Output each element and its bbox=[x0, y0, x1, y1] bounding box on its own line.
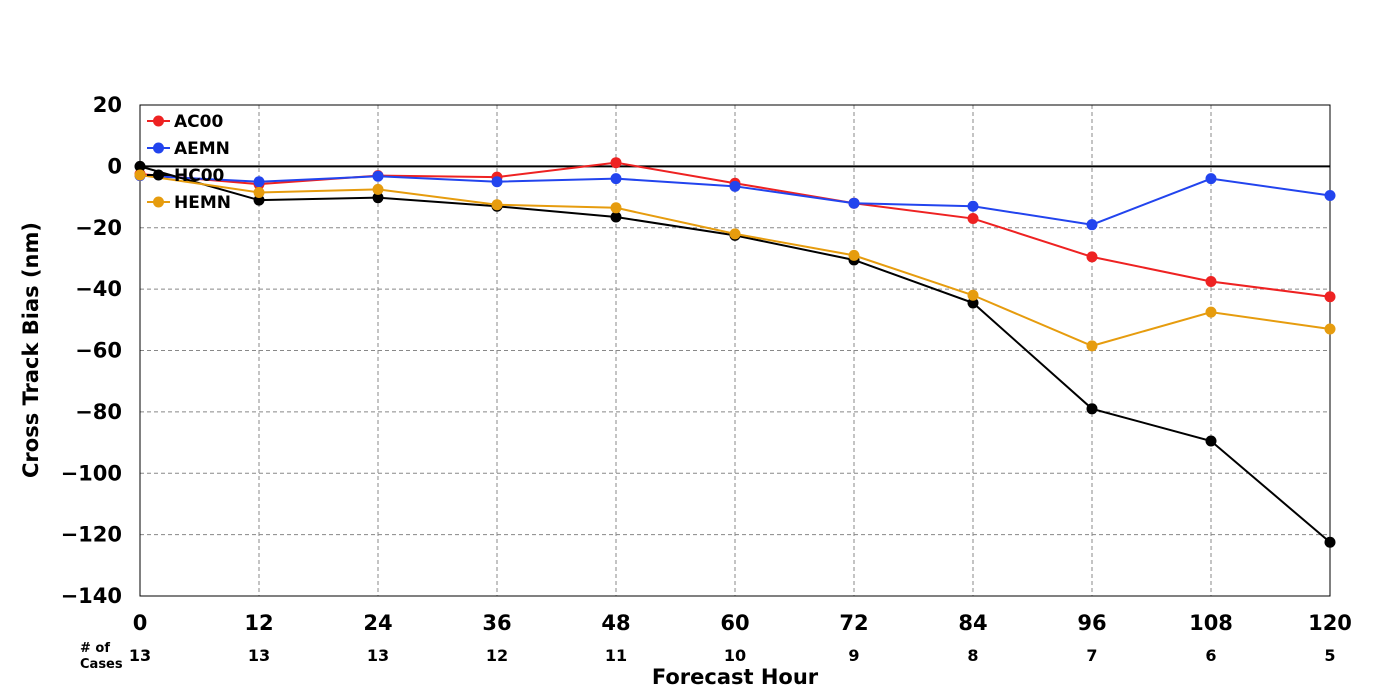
cases-value: 6 bbox=[1205, 646, 1216, 665]
data-point bbox=[967, 289, 979, 301]
data-point bbox=[1205, 173, 1217, 185]
data-point bbox=[1086, 219, 1098, 231]
x-tick-label: 60 bbox=[720, 611, 749, 635]
cases-label-line1: # of bbox=[80, 641, 110, 656]
data-point bbox=[729, 228, 741, 240]
data-point bbox=[134, 169, 146, 181]
x-tick-label: 48 bbox=[601, 611, 630, 635]
x-tick-label: 84 bbox=[958, 611, 987, 635]
plot-frame bbox=[139, 104, 1331, 597]
legend-swatch-marker bbox=[153, 169, 164, 181]
x-tick-label: 0 bbox=[133, 611, 148, 635]
y-tick-label: −100 bbox=[61, 461, 122, 485]
data-point bbox=[1324, 536, 1336, 548]
data-point bbox=[372, 192, 384, 204]
x-tick-label: 36 bbox=[482, 611, 511, 635]
grid bbox=[140, 105, 1330, 596]
data-point bbox=[372, 183, 384, 195]
data-point bbox=[1086, 251, 1098, 263]
data-point bbox=[1205, 306, 1217, 318]
legend-swatch-marker bbox=[153, 115, 164, 127]
cases-value: 11 bbox=[605, 646, 627, 665]
cases-value: 9 bbox=[848, 646, 859, 665]
data-point bbox=[1324, 291, 1336, 303]
data-point bbox=[372, 170, 384, 182]
cases-value: 13 bbox=[367, 646, 389, 665]
legend-label: AC00 bbox=[174, 112, 223, 132]
series-aemn bbox=[134, 170, 1336, 231]
legend-item-hc00: HC00 bbox=[147, 166, 225, 186]
data-point bbox=[1205, 275, 1217, 287]
legend: AC00 AEMN HC00 HEMN bbox=[147, 112, 231, 213]
cases-value: 5 bbox=[1324, 646, 1335, 665]
legend-label: HEMN bbox=[174, 193, 231, 213]
y-tick-label: −60 bbox=[75, 339, 122, 363]
data-point bbox=[848, 197, 860, 209]
data-point bbox=[1324, 323, 1336, 335]
data-point bbox=[1086, 340, 1098, 352]
data-point bbox=[610, 211, 622, 223]
cases-row: # of Cases 13 13 13 12 11 10 9 8 7 6 5 bbox=[80, 641, 1336, 672]
cases-value: 13 bbox=[248, 646, 270, 665]
legend-item-aemn: AEMN bbox=[147, 139, 230, 159]
legend-item-ac00: AC00 bbox=[147, 112, 223, 132]
data-point bbox=[134, 160, 146, 172]
data-point bbox=[253, 186, 265, 198]
cases-value: 12 bbox=[486, 646, 508, 665]
series-hemn bbox=[134, 169, 1336, 352]
y-tick-label: 0 bbox=[107, 154, 122, 178]
legend-swatch-marker bbox=[153, 196, 164, 208]
data-point bbox=[967, 213, 979, 225]
y-tick-label: 20 bbox=[93, 93, 122, 117]
data-point bbox=[610, 173, 622, 185]
y-axis-title: Cross Track Bias (nm) bbox=[19, 222, 43, 478]
legend-swatch-marker bbox=[153, 142, 164, 154]
y-tick-labels: 20 0 −20 −40 −60 −80 −100 −120 −140 bbox=[61, 93, 122, 608]
data-point bbox=[1086, 403, 1098, 415]
cases-value: 10 bbox=[724, 646, 746, 665]
x-tick-label: 108 bbox=[1189, 611, 1233, 635]
series-layer bbox=[134, 157, 1336, 548]
data-point bbox=[253, 176, 265, 188]
data-point bbox=[491, 176, 503, 188]
legend-item-hemn: HEMN bbox=[147, 193, 231, 213]
x-tick-labels: 0 12 24 36 48 60 72 84 96 108 120 bbox=[133, 611, 1352, 635]
data-point bbox=[967, 200, 979, 212]
data-point bbox=[253, 194, 265, 206]
y-tick-label: −20 bbox=[75, 216, 122, 240]
data-point bbox=[729, 180, 741, 192]
data-point bbox=[610, 202, 622, 214]
y-tick-label: −120 bbox=[61, 523, 122, 547]
x-tick-label: 12 bbox=[244, 611, 273, 635]
cases-value: 7 bbox=[1086, 646, 1097, 665]
legend-label: HC00 bbox=[174, 166, 225, 186]
y-tick-label: −80 bbox=[75, 400, 122, 424]
cases-value: 13 bbox=[129, 646, 151, 665]
x-tick-label: 96 bbox=[1077, 611, 1106, 635]
data-point bbox=[491, 199, 503, 211]
legend-label: AEMN bbox=[174, 139, 230, 159]
x-tick-label: 72 bbox=[839, 611, 868, 635]
cases-value: 8 bbox=[967, 646, 978, 665]
x-tick-label: 120 bbox=[1308, 611, 1352, 635]
y-tick-label: −40 bbox=[75, 277, 122, 301]
y-tick-label: −140 bbox=[61, 584, 122, 608]
x-tick-label: 24 bbox=[363, 611, 392, 635]
data-point bbox=[1205, 435, 1217, 447]
cases-label-line2: Cases bbox=[80, 657, 123, 672]
data-point bbox=[848, 249, 860, 261]
data-point bbox=[1324, 190, 1336, 202]
data-point bbox=[967, 297, 979, 309]
data-point bbox=[610, 157, 622, 169]
x-axis-title: Forecast Hour bbox=[652, 665, 819, 689]
